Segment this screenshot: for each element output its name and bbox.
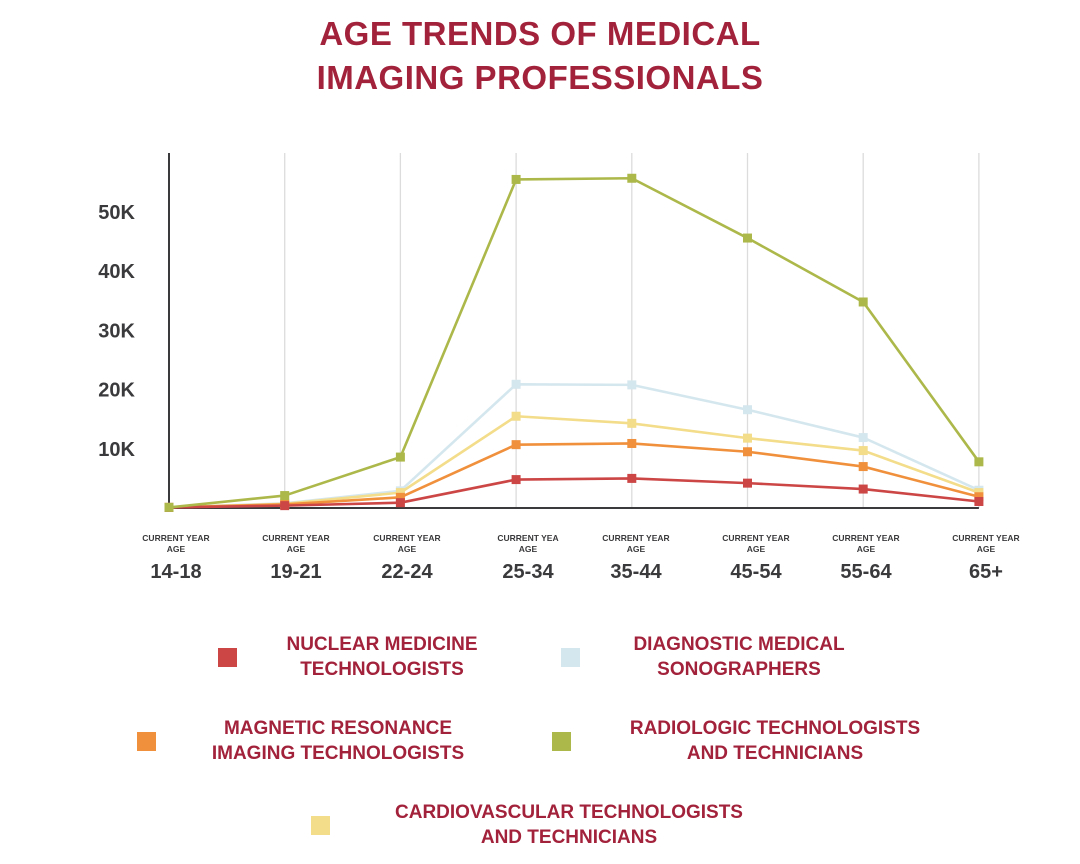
x-tick-sublabel: CURRENT YEAR [832,533,899,543]
y-tick-label: 10K [98,439,135,461]
y-tick-label: 30K [98,320,135,342]
x-tick-sublabel: AGE [977,544,996,554]
axes [168,153,979,509]
data-point-marker [511,440,521,450]
x-tick-sublabel: CURRENT YEAR [952,533,1019,543]
legend-item-cardiovascular-technologists: CARDIOVASCULAR TECHNOLOGISTS AND TECHNIC… [311,800,774,850]
x-tick-sublabel: CURRENT YEAR [722,533,789,543]
legend-label-line-2: TECHNOLOGISTS [300,659,464,680]
series-line [168,176,980,509]
data-point-marker [858,297,868,307]
data-point-marker [858,484,868,494]
series-radiologic-technologists-and-technicians [164,173,984,512]
data-point-marker [974,496,984,506]
legend-swatch-yellow [311,815,330,835]
data-point-marker [395,498,405,508]
legend-label-line-2: AND TECHNICIANS [686,743,864,764]
data-point-marker [511,475,521,485]
legend-label: CARDIOVASCULAR TECHNOLOGISTS AND TECHNIC… [364,800,774,850]
legend-label: MAGNETIC RESONANCE IMAGING TECHNOLOGISTS [189,716,487,766]
chart-title-line-1: AGE TRENDS OF MEDICAL [319,15,761,52]
x-tick-sublabel: CURRENT YEAR [602,533,669,543]
data-point-marker [511,379,521,389]
data-series [164,173,984,512]
data-point-marker [280,491,290,501]
legend-label-line-2: IMAGING TECHNOLOGISTS [211,743,465,764]
data-point-marker [511,174,521,184]
chart-title-line-2: IMAGING PROFESSIONALS [316,59,764,96]
data-point-marker [627,473,637,483]
x-tick-sublabel: AGE [857,544,876,554]
legend-label: DIAGNOSTIC MEDICAL SONOGRAPHERS [614,632,864,682]
legend-item-mri-technologists: MAGNETIC RESONANCE IMAGING TECHNOLOGISTS [137,716,487,766]
data-point-marker [743,433,752,443]
data-point-marker [395,452,405,462]
x-tick-label: 19-21 [270,561,321,583]
data-point-marker [627,380,637,390]
legend-swatch-red [218,647,237,667]
legend-label-line-1: RADIOLOGIC TECHNOLOGISTS [629,718,921,739]
x-tick-sublabel: AGE [398,544,417,554]
x-tick-label: 65+ [969,561,1003,583]
y-tick-label: 50K [98,202,135,224]
legend-swatch-light-blue [561,647,580,667]
legend-item-diagnostic-sonographers: DIAGNOSTIC MEDICAL SONOGRAPHERS [561,632,864,682]
legend-swatch-green [552,731,571,751]
legend-label: NUCLEAR MEDICINE TECHNOLOGISTS [271,632,493,682]
data-point-marker [974,457,984,467]
x-tick-label: 14-18 [150,561,201,583]
x-tick-sublabel: AGE [167,544,186,554]
x-tick-label: 45-54 [730,561,782,583]
data-point-marker [743,447,752,457]
legend-label-line-1: NUCLEAR MEDICINE [286,634,478,655]
x-tick-sublabel: AGE [519,544,538,554]
data-point-marker [743,233,752,243]
x-tick-sublabel: AGE [627,544,646,554]
legend-label: RADIOLOGIC TECHNOLOGISTS AND TECHNICIANS [604,716,946,766]
data-point-marker [395,488,405,498]
x-tick-label: 55-64 [840,561,892,583]
chart-title: AGE TRENDS OF MEDICAL IMAGING PROFESSION… [0,12,1080,100]
data-point-marker [627,438,637,448]
data-point-marker [743,478,752,488]
x-tick-label: 22-24 [381,561,433,583]
x-tick-sublabel: CURRENT YEAR [142,533,209,543]
data-point-marker [743,405,752,415]
series-line [168,477,980,509]
x-tick-sublabel: CURRENT YEAR [373,533,440,543]
series-line [168,442,980,509]
legend-swatch-orange [137,731,156,751]
legend-label-line-1: DIAGNOSTIC MEDICAL [633,634,845,655]
data-point-marker [858,446,868,456]
data-point-marker [395,492,405,502]
data-point-marker [511,411,521,421]
legend-item-radiologic-technologists: RADIOLOGIC TECHNOLOGISTS AND TECHNICIANS [552,716,946,766]
x-tick-label: 35-44 [610,561,662,583]
data-point-marker [974,492,984,502]
legend-item-nuclear-medicine: NUCLEAR MEDICINE TECHNOLOGISTS [218,632,493,682]
x-tick-label: 25-34 [502,561,554,583]
x-tick-sublabel: AGE [747,544,766,554]
data-point-marker [280,501,290,511]
x-tick-sublabel: CURRENT YEA [497,533,558,543]
y-tick-label: 40K [98,261,135,283]
x-tick-sublabel: CURRENT YEAR [262,533,329,543]
legend-label-line-1: CARDIOVASCULAR TECHNOLOGISTS [395,802,743,823]
legend-label-line-2: SONOGRAPHERS [657,659,821,680]
data-point-marker [627,418,637,428]
x-tick-sublabel: AGE [287,544,306,554]
legend-label-line-2: AND TECHNICIANS [480,827,658,848]
y-axis-tick-labels: 10K 20K 30K 40K 50K [98,202,135,461]
data-point-marker [858,433,868,443]
data-point-marker [164,502,174,512]
data-point-marker [627,173,637,183]
y-tick-label: 20K [98,380,135,402]
legend-label-line-1: MAGNETIC RESONANCE [223,718,452,739]
data-point-marker [858,462,868,472]
